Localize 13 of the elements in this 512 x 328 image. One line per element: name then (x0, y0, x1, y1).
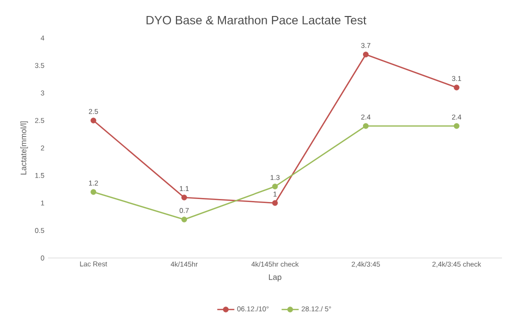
chart-title: DYO Base & Marathon Pace Lactate Test (146, 16, 366, 24)
point (272, 200, 278, 206)
point (181, 194, 188, 200)
point (90, 189, 96, 195)
point (181, 216, 188, 222)
point (272, 184, 278, 190)
point (454, 123, 460, 129)
point (362, 52, 369, 58)
point (362, 123, 369, 129)
point (90, 118, 96, 124)
y-axis-title: Lactate[mmol/l] (20, 121, 28, 174)
point (454, 84, 460, 90)
x-axis-title: Lap (268, 274, 282, 282)
